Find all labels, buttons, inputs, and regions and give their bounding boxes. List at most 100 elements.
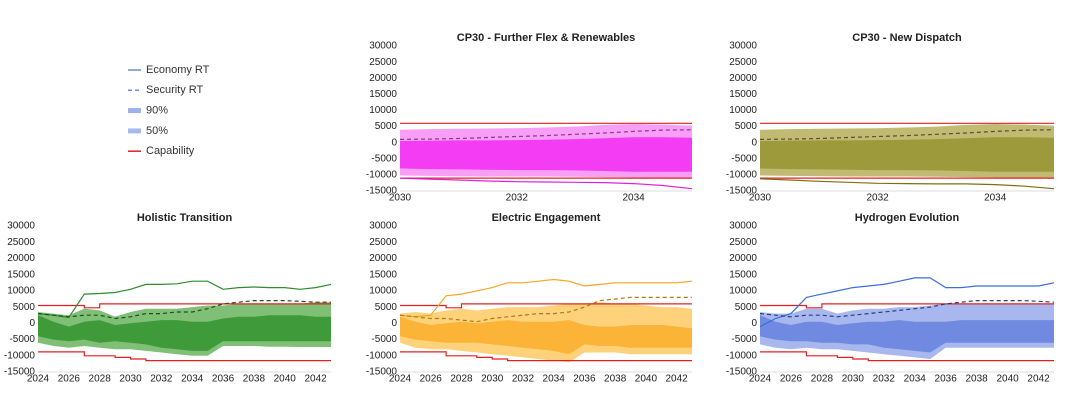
y-tick-label: 30000 (729, 221, 757, 232)
x-tick-label: 2034 (984, 193, 1007, 204)
y-tick-label: 15000 (7, 269, 35, 280)
legend-label: Security RT (146, 84, 204, 96)
y-tick-label: 5000 (375, 121, 398, 132)
x-tick-label: 2030 (481, 374, 504, 385)
band-area (400, 316, 692, 355)
y-tick-label: 15000 (729, 269, 757, 280)
y-tick-label: 10000 (729, 105, 757, 116)
y-tick-label: 5000 (375, 302, 398, 313)
x-tick-label: 2032 (512, 374, 535, 385)
x-tick-label: 2026 (58, 374, 81, 385)
x-tick-label: 2028 (811, 374, 834, 385)
x-tick-label: 2034 (543, 374, 566, 385)
y-tick-label: 5000 (13, 302, 36, 313)
capability-line (760, 351, 1054, 362)
y-tick-label: -10000 (4, 350, 36, 361)
chart-title: Hydrogen Evolution (855, 212, 960, 224)
x-tick-label: 2042 (666, 374, 689, 385)
y-tick-label: 20000 (369, 73, 397, 84)
x-tick-label: 2040 (635, 374, 658, 385)
y-tick-label: 25000 (369, 237, 397, 248)
x-tick-label: 2032 (873, 374, 896, 385)
y-tick-label: 0 (391, 137, 397, 148)
x-tick-label: 2038 (966, 374, 989, 385)
y-tick-label: -15000 (4, 367, 36, 378)
x-tick-label: 2042 (1027, 374, 1050, 385)
x-tick-label: 2028 (89, 374, 112, 385)
y-tick-label: 5000 (735, 302, 758, 313)
y-tick-label: 30000 (7, 221, 35, 232)
y-tick-label: 5000 (735, 121, 758, 132)
security-line (759, 300, 1055, 318)
economy-line (399, 278, 693, 318)
capability-line (760, 303, 1054, 309)
x-tick-label: 2032 (866, 193, 889, 204)
x-tick-label: 2032 (506, 193, 529, 204)
y-tick-label: -15000 (726, 186, 758, 197)
y-tick-label: -10000 (726, 170, 758, 181)
x-tick-label: 2034 (181, 374, 204, 385)
legend-label: 90% (146, 105, 168, 117)
x-tick-label: 2024 (389, 374, 412, 385)
x-tick-label: 2028 (450, 374, 473, 385)
x-tick-label: 2024 (749, 374, 772, 385)
y-tick-label: -15000 (726, 367, 758, 378)
economy-line (37, 280, 332, 319)
x-tick-label: 2024 (27, 374, 50, 385)
y-tick-label: -5000 (731, 334, 757, 345)
y-tick-label: 25000 (729, 57, 757, 68)
security-line (399, 296, 692, 323)
security-line (37, 300, 331, 320)
legend-label: Economy RT (146, 64, 210, 76)
economy-line (759, 277, 1055, 328)
y-tick-label: 25000 (7, 237, 35, 248)
x-tick-label: 2036 (935, 374, 958, 385)
x-tick-label: 2030 (119, 374, 142, 385)
economy-line (399, 177, 693, 190)
y-tick-label: 30000 (369, 221, 397, 232)
y-tick-label: -10000 (366, 170, 398, 181)
x-tick-label: 2026 (780, 374, 803, 385)
legend-label: Capability (146, 145, 195, 157)
y-tick-label: 25000 (729, 237, 757, 248)
x-tick-label: 2034 (622, 193, 645, 204)
y-tick-label: 30000 (729, 41, 757, 52)
capability-line (400, 351, 692, 362)
y-tick-label: 15000 (369, 89, 397, 100)
y-tick-label: -5000 (371, 334, 397, 345)
capability-line (400, 303, 692, 309)
y-tick-label: 10000 (729, 286, 757, 297)
x-tick-label: 2036 (212, 374, 235, 385)
y-tick-label: 10000 (369, 105, 397, 116)
x-tick-label: 2030 (842, 374, 865, 385)
y-tick-label: 0 (751, 137, 757, 148)
band-area (38, 315, 331, 351)
y-tick-label: 0 (751, 318, 757, 329)
chart-title: Holistic Transition (137, 212, 233, 224)
security-line (759, 129, 1055, 140)
chart-title: Electric Engagement (492, 212, 601, 224)
x-tick-label: 2038 (604, 374, 627, 385)
y-tick-label: -15000 (366, 186, 398, 197)
x-tick-label: 2042 (304, 374, 327, 385)
x-tick-label: 2034 (904, 374, 927, 385)
y-tick-label: 25000 (369, 57, 397, 68)
y-tick-label: 20000 (369, 253, 397, 264)
band-area (400, 137, 692, 172)
y-tick-label: -5000 (371, 153, 397, 164)
x-tick-label: 2026 (420, 374, 443, 385)
y-tick-label: 20000 (7, 253, 35, 264)
y-tick-label: 10000 (7, 286, 35, 297)
chart-title: CP30 - Further Flex & Renewables (457, 32, 636, 44)
x-tick-label: 2036 (573, 374, 596, 385)
y-tick-label: 30000 (369, 41, 397, 52)
band-area (760, 315, 1054, 353)
capability-line (38, 351, 331, 362)
y-tick-label: 15000 (369, 269, 397, 280)
x-tick-label: 2040 (274, 374, 297, 385)
y-tick-label: 20000 (729, 253, 757, 264)
economy-line (759, 178, 1055, 190)
x-tick-label: 2038 (243, 374, 266, 385)
y-tick-label: -10000 (726, 350, 758, 361)
